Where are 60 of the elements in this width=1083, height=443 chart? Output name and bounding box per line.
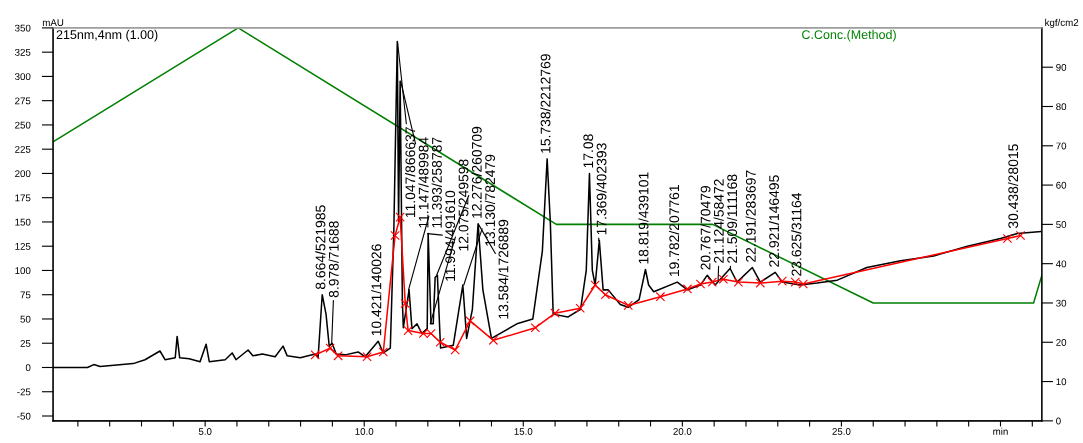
annotation: 11.994/491610 xyxy=(444,190,456,281)
annotation: 23.625/31164 xyxy=(791,192,802,276)
y-tick-label: 300 xyxy=(15,73,31,81)
y-tick-label: 100 xyxy=(15,267,31,275)
annotation: 30.438/28015 xyxy=(1007,144,1019,229)
y2-tick-label: 0 xyxy=(1056,417,1061,425)
annotation: 10.421/140026 xyxy=(371,244,382,336)
annotation: 22.191/283697 xyxy=(745,170,756,262)
y-tick-label: 225 xyxy=(15,145,31,153)
x-tick-label: 5.0 xyxy=(198,428,212,435)
y-tick-label: 150 xyxy=(15,218,31,226)
annotation: 22.921/146495 xyxy=(768,175,779,267)
annotation: 17.369/402393 xyxy=(596,143,607,235)
y2-tick-label: 50 xyxy=(1056,221,1067,228)
annotation: 11.047/866637 xyxy=(405,127,416,218)
y-tick-label: 125 xyxy=(15,242,31,250)
y-tick-label: 350 xyxy=(15,24,31,32)
annotation: 12.276/260709 xyxy=(471,126,482,218)
annotation: 13.130/782479 xyxy=(484,154,496,246)
y-tick-label: 325 xyxy=(15,48,31,56)
x-tick-label: 20.0 xyxy=(673,428,692,435)
annotation: 18.819/439101 xyxy=(638,172,649,264)
y2-tick-label: 80 xyxy=(1056,103,1067,111)
annotation: 21.509/111168 xyxy=(726,174,738,263)
y-tick-label: 75 xyxy=(20,291,31,299)
text: 215nm,4nm (1.00) xyxy=(56,29,158,42)
annotation: 20.767/70479 xyxy=(700,186,711,270)
annotation: 15.738/2212769 xyxy=(540,54,551,153)
annotation: 11.393/258787 xyxy=(431,137,442,228)
y-tick-label: 275 xyxy=(15,97,31,105)
y-tick-label: 25 xyxy=(20,339,31,347)
y2-tick-label: 90 xyxy=(1056,63,1067,71)
annotation: 11.147/489984 xyxy=(418,137,429,228)
x-tick-label: 25.0 xyxy=(832,428,851,435)
x-tick-label: 10.0 xyxy=(355,428,374,435)
y2-tick-label: 70 xyxy=(1056,142,1067,150)
y-tick-label: 250 xyxy=(15,121,31,129)
annotation: 19.782/207761 xyxy=(668,185,680,277)
y-tick-label: 50 xyxy=(20,315,31,323)
y2-tick-label: 20 xyxy=(1056,339,1067,346)
y2-tick-label: 30 xyxy=(1056,299,1067,307)
x-tick-label: 15.0 xyxy=(514,428,533,435)
annotation: 17.08 xyxy=(583,134,594,168)
y2-tick-label: 60 xyxy=(1056,181,1067,189)
x-tick-label: min xyxy=(993,427,1008,435)
y-tick-label: 200 xyxy=(15,170,31,178)
text: C.Conc.(Method) xyxy=(802,29,896,42)
y2-tick-label: 40 xyxy=(1055,260,1067,268)
annotation: 12.075/249598 xyxy=(458,159,469,251)
annotation: 21.124/58472 xyxy=(713,179,724,263)
annotation: 8.664/521985 xyxy=(315,205,326,290)
y-axis-title: mAU xyxy=(42,19,64,26)
y-tick-label: -50 xyxy=(17,412,31,420)
annotation: 8.978/71688 xyxy=(328,221,339,298)
y2-tick-label: 10 xyxy=(1056,378,1067,386)
annotation: 13.584/1726889 xyxy=(498,219,509,319)
y-tick-label: 175 xyxy=(15,194,31,202)
y-tick-label: -25 xyxy=(17,388,31,396)
y-tick-label: 0 xyxy=(25,364,31,372)
y2-axis-title: kgf/cm2 xyxy=(1045,18,1079,28)
